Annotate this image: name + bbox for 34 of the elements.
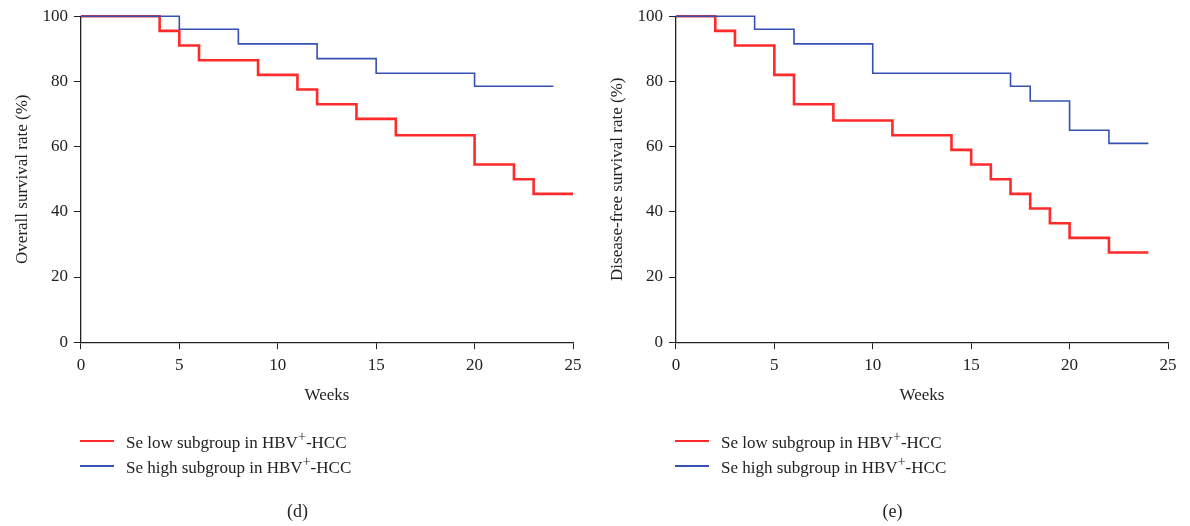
legend-label: Se low subgroup in HBV$^{+}$-HCC: [126, 428, 347, 453]
x-tick-label: 5: [175, 354, 184, 374]
text: (e): [881, 501, 904, 522]
x-tick-label: 0: [671, 354, 681, 374]
y-tick-label: 100: [42, 5, 68, 25]
y-tick-label: 20: [645, 266, 663, 286]
y-tick-label: 20: [50, 266, 68, 286]
y-tick-label: 40: [645, 201, 663, 221]
y-tick-label: 100: [637, 5, 663, 25]
x-tick-label: 15: [367, 354, 385, 374]
y-tick-label: 80: [645, 70, 663, 90]
y-tick-label: 0: [59, 331, 68, 351]
x-tick-label: 0: [76, 354, 86, 374]
x-tick-label: 10: [269, 354, 287, 374]
x-tick-label: 5: [770, 354, 779, 374]
y-axis-title: Overall survival rate (%): [11, 94, 31, 264]
x-tick-label: 10: [864, 354, 882, 374]
y-tick-label: 80: [50, 70, 68, 90]
y-axis-title: Disease-free survival rate (%): [606, 77, 626, 281]
legend-label: Se high subgroup in HBV$^{+}$-HCC: [126, 453, 352, 478]
y-tick-label: 0: [654, 331, 663, 351]
y-tick-label: 60: [50, 136, 68, 156]
x-tick-label: 25: [564, 354, 582, 374]
legend-label: Se low subgroup in HBV$^{+}$-HCC: [721, 428, 942, 453]
legend-label: Se high subgroup in HBV$^{+}$-HCC: [721, 453, 947, 478]
x-axis-title: Weeks: [304, 385, 350, 405]
y-tick-label: 60: [645, 136, 663, 156]
x-tick-label: 25: [1159, 354, 1177, 374]
x-tick-label: 20: [466, 354, 484, 374]
text: (d): [286, 501, 309, 522]
x-tick-label: 15: [962, 354, 980, 374]
x-axis-title: Weeks: [899, 385, 945, 405]
x-tick-label: 20: [1061, 354, 1079, 374]
y-tick-label: 40: [50, 201, 68, 221]
